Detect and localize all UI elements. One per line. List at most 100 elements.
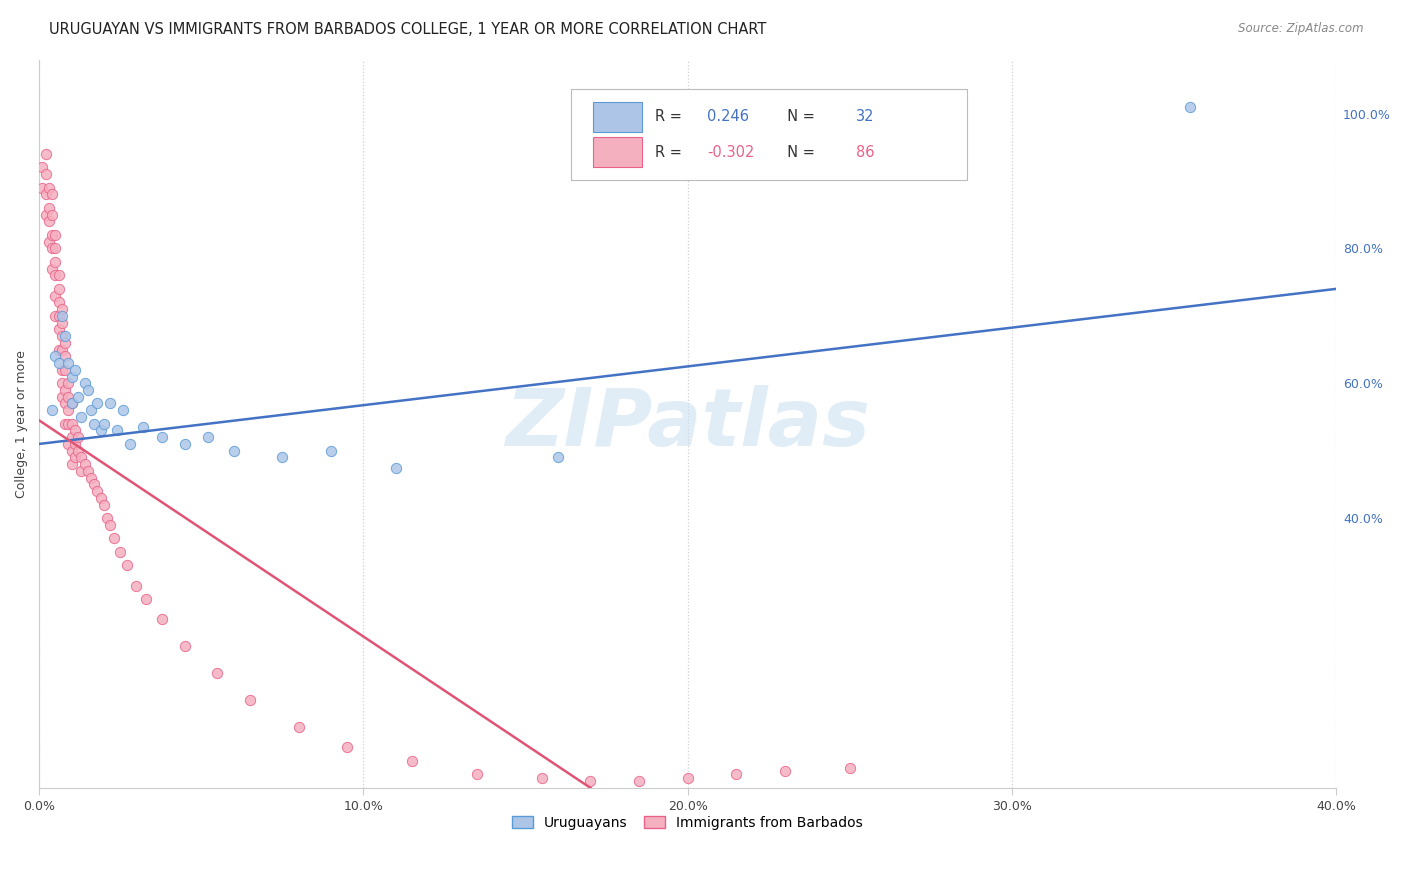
Point	[38, 214, 60, 228]
Text: -0.302: -0.302	[707, 145, 755, 160]
Point	[76, 464, 98, 478]
Point	[100, 517, 122, 532]
Point	[58, 403, 80, 417]
Point	[44, 227, 66, 242]
Point	[58, 417, 80, 431]
Point	[465, 767, 488, 781]
Point	[115, 558, 138, 573]
Point	[579, 774, 602, 789]
Point	[197, 430, 219, 444]
Point	[132, 420, 155, 434]
Point	[41, 261, 63, 276]
Point	[222, 443, 245, 458]
Point	[271, 450, 294, 465]
Point	[44, 241, 66, 255]
Point	[100, 396, 122, 410]
Text: URUGUAYAN VS IMMIGRANTS FROM BARBADOS COLLEGE, 1 YEAR OR MORE CORRELATION CHART: URUGUAYAN VS IMMIGRANTS FROM BARBADOS CO…	[49, 22, 766, 37]
Point	[150, 612, 173, 626]
Point	[150, 430, 173, 444]
Point	[41, 187, 63, 202]
Point	[44, 349, 66, 363]
Point	[86, 484, 108, 499]
Text: R =: R =	[655, 145, 686, 160]
Point	[34, 208, 56, 222]
Text: 86: 86	[856, 145, 875, 160]
Point	[48, 268, 70, 283]
Point	[53, 363, 76, 377]
Point	[53, 335, 76, 350]
Point	[58, 376, 80, 391]
Point	[53, 383, 76, 397]
Point	[70, 409, 93, 424]
Point	[287, 720, 309, 734]
Point	[174, 437, 197, 451]
Point	[60, 396, 83, 410]
Point	[239, 693, 262, 707]
Point	[838, 761, 860, 775]
Point	[66, 430, 89, 444]
Point	[60, 443, 83, 458]
Point	[34, 147, 56, 161]
Text: ZIPatlas: ZIPatlas	[505, 384, 870, 463]
Point	[83, 477, 105, 491]
Point	[70, 464, 93, 478]
Point	[96, 511, 118, 525]
Point	[73, 457, 96, 471]
Point	[76, 383, 98, 397]
Point	[38, 180, 60, 194]
Point	[73, 376, 96, 391]
Point	[385, 460, 408, 475]
Point	[38, 201, 60, 215]
Point	[336, 740, 359, 755]
Point	[80, 403, 103, 417]
Point	[60, 430, 83, 444]
Point	[90, 424, 112, 438]
Text: 0.246: 0.246	[707, 109, 749, 124]
Point	[725, 767, 748, 781]
Point	[108, 545, 131, 559]
Point	[44, 288, 66, 302]
Point	[53, 417, 76, 431]
Point	[51, 309, 73, 323]
Point	[53, 349, 76, 363]
Point	[773, 764, 796, 778]
Point	[58, 356, 80, 370]
Point	[41, 208, 63, 222]
Bar	[593, 102, 643, 132]
Point	[63, 424, 86, 438]
Text: 32: 32	[856, 109, 875, 124]
Point	[48, 322, 70, 336]
Bar	[593, 136, 643, 168]
Point	[547, 450, 569, 465]
Point	[93, 498, 115, 512]
Point	[63, 363, 86, 377]
Point	[48, 356, 70, 370]
Point	[1180, 100, 1202, 114]
Point	[38, 235, 60, 249]
Point	[44, 309, 66, 323]
Point	[63, 437, 86, 451]
Point	[31, 161, 53, 175]
Point	[112, 403, 135, 417]
Point	[90, 491, 112, 505]
Point	[125, 578, 148, 592]
Point	[51, 376, 73, 391]
Point	[60, 396, 83, 410]
Point	[66, 443, 89, 458]
Point	[48, 295, 70, 310]
Point	[51, 302, 73, 317]
Point	[34, 187, 56, 202]
Point	[676, 771, 699, 785]
Point	[63, 450, 86, 465]
FancyBboxPatch shape	[571, 88, 966, 180]
Point	[31, 180, 53, 194]
Text: N =: N =	[779, 145, 820, 160]
Point	[58, 390, 80, 404]
Point	[44, 255, 66, 269]
Point	[83, 417, 105, 431]
Point	[53, 329, 76, 343]
Point	[51, 329, 73, 343]
Point	[41, 227, 63, 242]
Point	[60, 457, 83, 471]
Point	[530, 771, 553, 785]
